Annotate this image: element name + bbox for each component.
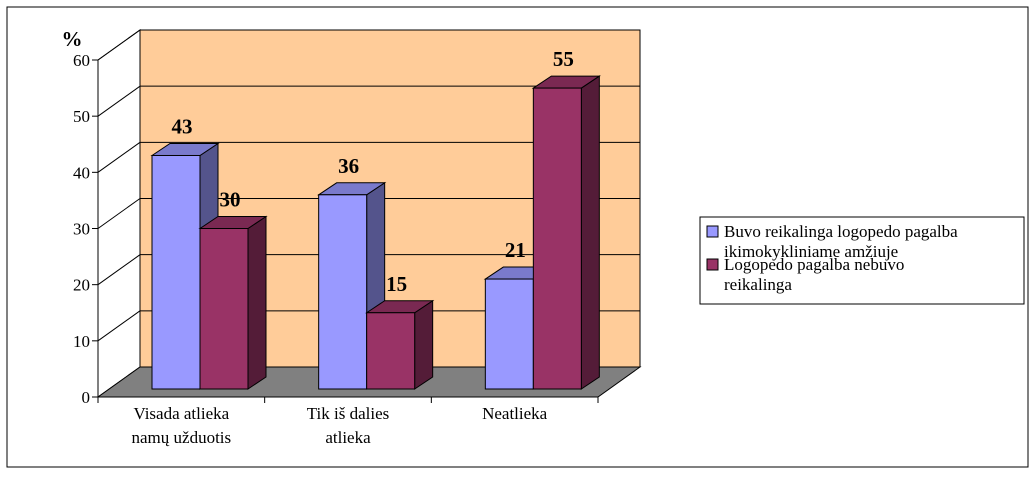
bar-side [414, 299, 434, 390]
legend-swatch-1 [706, 258, 719, 271]
gridline-side-60 [97, 29, 141, 61]
bar-side [247, 215, 267, 390]
gridline-side-30 [97, 198, 141, 229]
data-label-1-1: 15 [386, 272, 407, 296]
data-label-1-2: 55 [553, 47, 574, 71]
bar-front [366, 312, 416, 390]
bar-1-0 [198, 215, 268, 390]
gridline-side-10 [97, 310, 141, 342]
x-axis: Visada atlieka namų užduotis Tik iš dalies… [97, 396, 599, 447]
data-label-0-2: 21 [505, 238, 526, 262]
bar-1-2 [531, 75, 601, 390]
bar-side [580, 75, 600, 390]
bar-1-1 [365, 299, 435, 390]
bar-front [318, 194, 368, 390]
y-axis: 0 10 20 30 40 50 60% [62, 27, 99, 407]
bar-front [151, 154, 201, 390]
data-labels: 43 36 21 30 15 55 [172, 47, 574, 296]
y-tick-label-0: 0 [82, 388, 91, 407]
legend-label-0: Buvo reikalinga logopedo pagalba ikimokyk… [724, 222, 958, 261]
gridline-side-40 [97, 141, 141, 173]
y-tick-label-40: 40 [73, 163, 90, 182]
bars [150, 75, 601, 390]
x-category-label-2: Neatlieka [482, 404, 548, 423]
y-tick-label-60: 60 [73, 51, 90, 70]
x-category-label-0: Visada atlieka namų užduotis [132, 404, 232, 447]
bar-front [199, 228, 249, 390]
x-category-label-1: Tik iš dalies atlieka [307, 404, 390, 447]
gridline-side-20 [97, 254, 141, 286]
bar-front [484, 278, 534, 390]
side-wall-gridlines [97, 29, 141, 342]
gridline-side-50 [97, 85, 141, 117]
y-tick-label-10: 10 [73, 332, 90, 351]
legend: Buvo reikalinga logopedo pagalba ikimokyk… [699, 216, 1025, 305]
data-label-1-0: 30 [220, 188, 241, 212]
data-label-0-0: 43 [172, 114, 193, 138]
data-label-0-1: 36 [338, 154, 359, 178]
y-axis-unit-label: % [62, 27, 83, 51]
legend-swatch-0 [706, 225, 719, 238]
bar-front [532, 87, 582, 390]
legend-box [699, 216, 1025, 305]
y-tick-label-20: 20 [73, 276, 90, 295]
legend-label-1: Logopedo pagalba nebuvo reikalinga [724, 255, 904, 294]
y-tick-label-50: 50 [73, 107, 90, 126]
y-tick-label-30: 30 [73, 220, 90, 239]
